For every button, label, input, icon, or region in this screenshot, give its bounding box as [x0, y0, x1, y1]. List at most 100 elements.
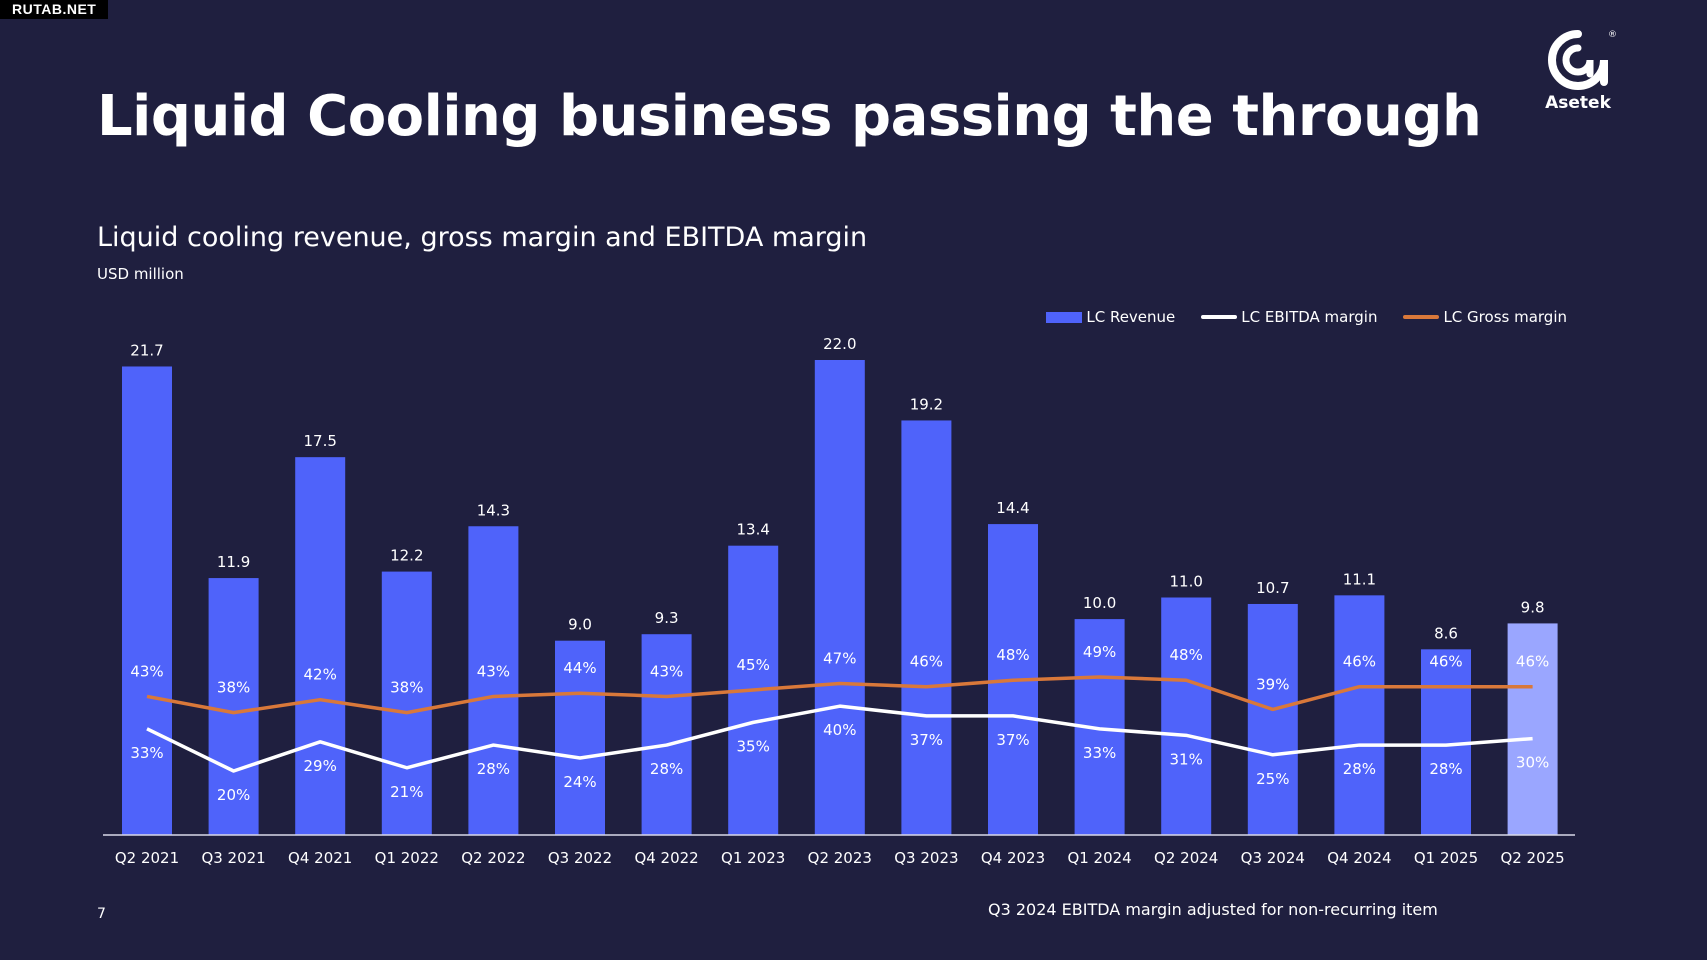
revenue-bar: [468, 526, 519, 835]
logo-text: Asetek: [1545, 93, 1611, 113]
ebitda-margin-label: 29%: [304, 757, 337, 775]
revenue-value-label: 21.7: [130, 341, 163, 359]
revenue-bar: [208, 578, 259, 835]
x-tick-label: Q2 2023: [808, 849, 872, 867]
legend-swatch-ebitda: [1201, 315, 1238, 319]
revenue-value-label: 9.0: [568, 616, 592, 634]
x-tick-label: Q4 2021: [288, 849, 352, 867]
revenue-value-label: 11.9: [217, 553, 250, 571]
ebitda-margin-label: 35%: [737, 737, 770, 755]
revenue-bar: [1161, 597, 1212, 835]
x-tick-label: Q3 2021: [201, 849, 265, 867]
revenue-bar: [641, 634, 692, 835]
gross-margin-label: 46%: [910, 653, 943, 671]
x-tick-label: Q2 2024: [1154, 849, 1218, 867]
ebitda-margin-label: 28%: [1429, 760, 1462, 778]
x-tick-label: Q2 2022: [461, 849, 525, 867]
gross-margin-label: 43%: [130, 662, 163, 680]
legend-label-revenue: LC Revenue: [1086, 308, 1176, 326]
revenue-bar: [295, 457, 346, 835]
revenue-value-label: 14.4: [996, 499, 1029, 517]
gross-margin-label: 46%: [1516, 653, 1549, 671]
ebitda-margin-label: 28%: [477, 760, 510, 778]
x-tick-label: Q4 2022: [634, 849, 698, 867]
ebitda-margin-label: 30%: [1516, 754, 1549, 772]
x-tick-label: Q1 2025: [1414, 849, 1478, 867]
ebitda-margin-label: 24%: [563, 773, 596, 791]
revenue-value-label: 12.2: [390, 547, 423, 565]
ebitda-margin-label: 33%: [130, 744, 163, 762]
ebitda-margin-label: 40%: [823, 721, 856, 739]
gross-margin-label: 45%: [737, 656, 770, 674]
gross-margin-label: 46%: [1429, 653, 1462, 671]
gross-margin-label: 46%: [1343, 653, 1376, 671]
x-tick-label: Q2 2025: [1500, 849, 1564, 867]
ebitda-margin-line: [146, 704, 1533, 773]
ebitda-margin-label: 28%: [1343, 760, 1376, 778]
legend-label-gross: LC Gross margin: [1443, 308, 1567, 326]
revenue-value-label: 13.4: [736, 521, 769, 539]
x-tick-label: Q1 2022: [375, 849, 439, 867]
legend-item-ebitda: LC EBITDA margin: [1201, 308, 1377, 326]
revenue-value-label: 9.3: [655, 609, 679, 627]
revenue-value-label: 9.8: [1521, 598, 1545, 616]
revenue-bar: [814, 360, 865, 835]
revenue-bar: [1334, 595, 1385, 835]
revenue-value-label: 14.3: [477, 501, 510, 519]
chart-unit-label: USD million: [97, 265, 184, 283]
legend-item-revenue: LC Revenue: [1046, 308, 1175, 326]
gross-margin-label: 48%: [1170, 646, 1203, 664]
legend-swatch-gross: [1403, 315, 1440, 319]
x-tick-label: Q1 2024: [1067, 849, 1131, 867]
x-tick-label: Q4 2023: [981, 849, 1045, 867]
asetek-logo: ® Asetek: [1540, 28, 1617, 120]
page-number: 7: [97, 906, 106, 922]
x-tick-label: Q2 2021: [115, 849, 179, 867]
gross-margin-label: 44%: [563, 659, 596, 677]
gross-margin-label: 48%: [996, 646, 1029, 664]
revenue-bar: [122, 366, 172, 835]
revenue-value-label: 10.0: [1083, 594, 1116, 612]
gross-margin-label: 49%: [1083, 643, 1116, 661]
ebitda-margin-label: 25%: [1256, 770, 1289, 788]
revenue-value-label: 17.5: [303, 432, 336, 450]
asetek-logo-icon: ®: [1548, 30, 1617, 90]
ebitda-margin-label: 37%: [996, 731, 1029, 749]
gross-margin-line: [146, 675, 1533, 715]
gross-margin-label: 38%: [390, 679, 423, 697]
legend-swatch-revenue: [1046, 311, 1083, 323]
revenue-value-label: 11.0: [1169, 573, 1202, 591]
revenue-bar: [381, 571, 432, 835]
watermark: RUTAB.NET: [0, 0, 109, 19]
legend-item-gross: LC Gross margin: [1403, 308, 1567, 326]
revenue-value-label: 8.6: [1434, 624, 1458, 642]
ebitda-margin-label: 20%: [217, 786, 250, 804]
revenue-value-label: 19.2: [910, 395, 943, 413]
registered-mark: ®: [1608, 30, 1616, 40]
gross-margin-label: 38%: [217, 679, 250, 697]
x-tick-label: Q4 2024: [1327, 849, 1391, 867]
revenue-value-label: 11.1: [1343, 570, 1376, 588]
x-tick-label: Q3 2023: [894, 849, 958, 867]
ebitda-margin-label: 33%: [1083, 744, 1116, 762]
gross-margin-label: 43%: [650, 662, 683, 680]
revenue-value-label: 22.0: [823, 335, 856, 353]
revenue-bar: [1507, 623, 1558, 835]
ebitda-margin-label: 31%: [1170, 750, 1203, 768]
x-tick-label: Q3 2022: [548, 849, 612, 867]
revenue-value-label: 10.7: [1256, 579, 1289, 597]
footnote: Q3 2024 EBITDA margin adjusted for non-r…: [988, 900, 1438, 919]
chart-title: Liquid cooling revenue, gross margin and…: [97, 222, 868, 253]
x-tick-label: Q1 2023: [721, 849, 785, 867]
x-tick-label: Q3 2024: [1241, 849, 1305, 867]
gross-margin-label: 47%: [823, 649, 856, 667]
slide-title: Liquid Cooling business passing the thro…: [97, 84, 1482, 149]
gross-margin-label: 39%: [1256, 675, 1289, 693]
legend-label-ebitda: LC EBITDA margin: [1241, 308, 1378, 326]
ebitda-margin-label: 21%: [390, 783, 423, 801]
gross-margin-label: 42%: [304, 666, 337, 684]
gross-margin-label: 43%: [477, 662, 510, 680]
ebitda-margin-label: 37%: [910, 731, 943, 749]
revenue-bar: [901, 420, 952, 835]
